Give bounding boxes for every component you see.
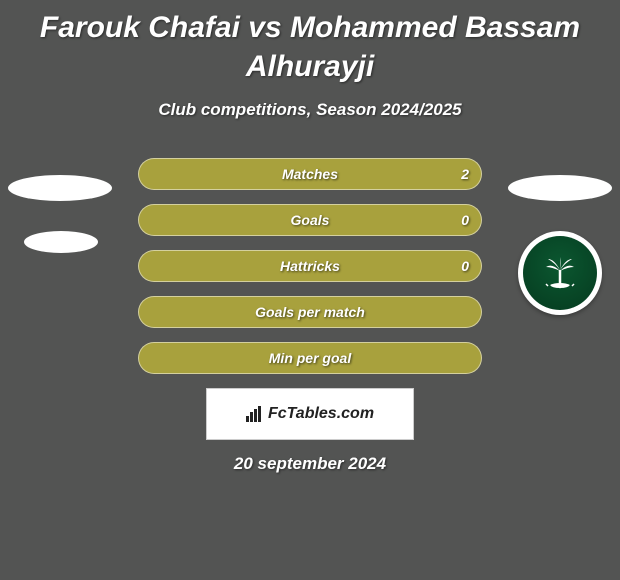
stat-bar-goals: Goals 0 (138, 204, 482, 236)
stat-value-right: 0 (461, 258, 469, 274)
stat-label: Matches (282, 166, 338, 182)
stat-bar-matches: Matches 2 (138, 158, 482, 190)
chart-bars-icon (246, 406, 264, 422)
stat-bar-goals-per-match: Goals per match (138, 296, 482, 328)
season-subtitle: Club competitions, Season 2024/2025 (0, 100, 620, 120)
stat-label: Hattricks (280, 258, 340, 274)
comparison-title: Farouk Chafai vs Mohammed Bassam Alhuray… (0, 0, 620, 86)
footer-brand-text: FcTables.com (268, 405, 374, 423)
stat-value-right: 0 (461, 212, 469, 228)
footer-brand-box: FcTables.com (206, 388, 414, 440)
stat-bar-hattricks: Hattricks 0 (138, 250, 482, 282)
date-text: 20 september 2024 (0, 454, 620, 474)
stats-bars-container: Matches 2 Goals 0 Hattricks 0 Goals per … (0, 158, 620, 374)
stat-bar-min-per-goal: Min per goal (138, 342, 482, 374)
stat-label: Min per goal (269, 350, 351, 366)
stat-label: Goals per match (255, 304, 365, 320)
stat-value-right: 2 (461, 166, 469, 182)
footer-brand: FcTables.com (246, 405, 374, 423)
stat-label: Goals (291, 212, 330, 228)
